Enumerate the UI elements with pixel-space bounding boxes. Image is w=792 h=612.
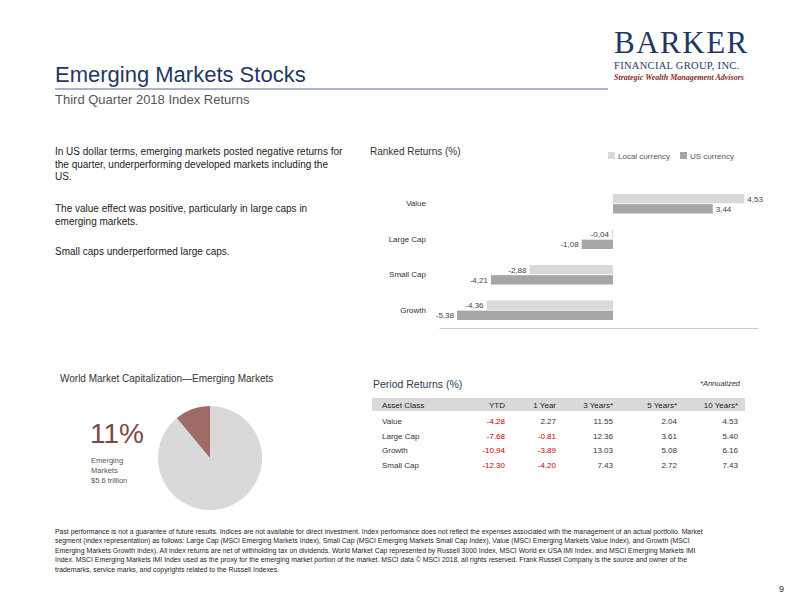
table-cell: 3.61 xyxy=(661,432,677,441)
data-label: -1,08 xyxy=(560,240,579,249)
pie-chart: World Market Capitalization—Emerging Mar… xyxy=(60,373,273,510)
legend-swatch xyxy=(680,152,687,159)
x-axis xyxy=(440,328,759,329)
table-row-label: Value xyxy=(382,417,402,426)
pie-category-label: Emerging Markets xyxy=(91,456,125,475)
y-tick: Growth xyxy=(400,306,426,315)
title-rule xyxy=(55,89,608,90)
table-title: Period Returns (%) xyxy=(373,378,462,390)
table-cell: 2.72 xyxy=(661,461,677,470)
pie-value-label: 11% xyxy=(90,418,144,449)
table-header: 1 Year xyxy=(533,401,556,410)
table-header: 3 Years* xyxy=(583,401,613,410)
logo-text: BARKER xyxy=(614,25,749,60)
bullet-text: Small caps underperformed large caps. xyxy=(55,246,345,259)
legend-label: Local currency xyxy=(618,152,670,161)
table-cell: 4.53 xyxy=(722,417,738,426)
y-tick: Large Cap xyxy=(389,235,427,244)
table-cell: 2.04 xyxy=(661,417,677,426)
table-header: 10 Years* xyxy=(704,401,738,410)
bar-marks xyxy=(457,194,744,320)
table-header: Asset Class xyxy=(382,401,424,410)
table-cell: -10.94 xyxy=(482,446,505,455)
table-cell: -0.81 xyxy=(538,432,557,441)
footnote: Past performance is not a guarantee of f… xyxy=(55,527,710,574)
bar xyxy=(612,229,613,238)
y-tick-label: Value xyxy=(406,199,426,208)
legend-item: US currency xyxy=(680,152,734,161)
bar xyxy=(582,240,613,249)
pie-slices xyxy=(158,406,262,510)
data-label: -2,88 xyxy=(508,266,527,275)
table-cell: -3.89 xyxy=(538,446,557,455)
data-label: -5,38 xyxy=(436,311,455,320)
bullet-text: In US dollar terms, emerging markets pos… xyxy=(55,146,345,184)
table-cell: 12.36 xyxy=(593,432,614,441)
page-title: Emerging Markets Stocks xyxy=(55,62,306,87)
bar-chart: Ranked Returns (%) Local currency US curre… xyxy=(370,146,763,329)
logo-text: Strategic Wealth Management Advisors xyxy=(614,73,744,82)
y-tick-label: Small Cap xyxy=(389,270,426,279)
bar xyxy=(491,275,613,284)
legend-swatch xyxy=(608,152,615,159)
y-tick-label: Growth xyxy=(400,306,426,315)
table-cell: 5.08 xyxy=(661,446,677,455)
table-cell: -12.30 xyxy=(482,461,505,470)
x-axis-line xyxy=(440,328,759,329)
data-label: 4,53 xyxy=(747,195,763,204)
pie-slice xyxy=(158,406,262,510)
page-canvas: Emerging Markets Stocks Third Quarter 201… xyxy=(0,0,792,612)
chart-title: Ranked Returns (%) xyxy=(370,146,461,157)
table-cell: 13.03 xyxy=(593,446,614,455)
table-cell: -7.68 xyxy=(487,432,506,441)
data-label: 3,44 xyxy=(716,205,732,214)
legend-label: US currency xyxy=(690,152,734,161)
data-label: -4,36 xyxy=(465,301,484,310)
table-cell: -4.28 xyxy=(487,417,506,426)
data-label: -4,21 xyxy=(470,276,489,285)
table-row-label: Growth xyxy=(382,446,408,455)
table-cell: 6.16 xyxy=(722,446,738,455)
table-header: 5 Years* xyxy=(647,401,677,410)
data-label: -0,04 xyxy=(591,230,610,239)
y-tick-label: Large Cap xyxy=(389,235,427,244)
page-subtitle: Third Quarter 2018 Index Returns xyxy=(55,92,250,107)
table-cell: 5.40 xyxy=(722,432,738,441)
page-number: 9 xyxy=(779,584,784,594)
pie-annotation: $5.6 trillion xyxy=(91,476,127,485)
table-cell: 7.43 xyxy=(597,461,613,470)
y-tick: Value xyxy=(406,199,426,208)
legend-item: Local currency xyxy=(608,152,670,161)
table-row-label: Small Cap xyxy=(382,461,419,470)
table-header-bg xyxy=(372,398,745,411)
table-cell: -4.20 xyxy=(538,461,557,470)
bar xyxy=(613,194,744,203)
bullet-text: The value effect was positive, particula… xyxy=(55,203,345,228)
table-cell: 11.55 xyxy=(594,417,614,426)
table-note: *Annualized xyxy=(700,379,741,388)
returns-table: Period Returns (%) *Annualized Asset Class… xyxy=(372,378,745,470)
table-row-label: Large Cap xyxy=(382,432,420,441)
table-cell: 7.43 xyxy=(722,461,738,470)
table-header: YTD xyxy=(489,401,505,410)
bar xyxy=(487,300,613,309)
y-axis: Value Large Cap Small Cap Growth xyxy=(389,199,427,315)
table-cell: 2.27 xyxy=(540,417,556,426)
chart-title: World Market Capitalization—Emerging Mar… xyxy=(60,373,273,384)
pie-slice xyxy=(177,406,210,458)
bar xyxy=(457,311,613,320)
y-tick: Small Cap xyxy=(389,270,426,279)
logo-text: FINANCIAL GROUP, INC. xyxy=(614,60,740,71)
data-labels: 4,53 -0,04 -2,88 -4,36 3,44 -1,08 -4,21 -5,38 xyxy=(436,195,764,321)
bar xyxy=(613,204,713,213)
bar xyxy=(529,265,613,274)
